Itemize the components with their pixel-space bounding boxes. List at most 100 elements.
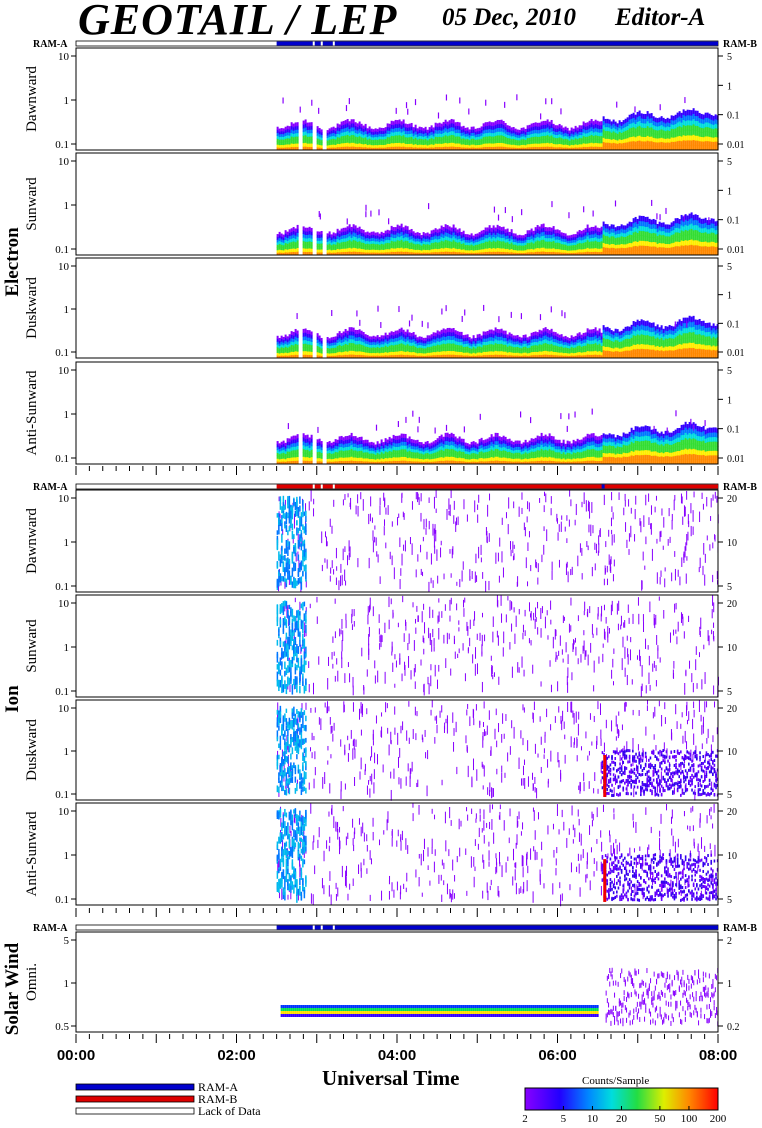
- spectrogram-cell: [384, 236, 387, 241]
- spectrogram-cell: [572, 347, 575, 351]
- spectrogram-cell: [368, 336, 371, 340]
- spectrogram-cell: [528, 131, 531, 135]
- spectrogram-cell: [644, 321, 647, 327]
- spectrogram-cell: [418, 129, 421, 134]
- spectrogram-cell: [656, 126, 659, 131]
- spectrogram-cell: [464, 241, 467, 246]
- spectrogram-cell: [426, 129, 429, 133]
- spectrogram-cell: [502, 344, 505, 349]
- spectrogram-cell: [640, 117, 643, 124]
- spectrogram-cell: [668, 243, 671, 248]
- spectrogram-cell: [556, 333, 559, 338]
- spectrogram-cell: [610, 239, 613, 244]
- spectrogram-cell: [400, 235, 403, 240]
- spectrogram-cell: [412, 246, 415, 250]
- spectrogram-cell: [414, 235, 417, 239]
- spectrogram-cell: [368, 347, 371, 351]
- spectrogram-cell: [506, 140, 509, 145]
- spectrogram-cell: [616, 339, 619, 345]
- spectrogram-cell: [516, 252, 519, 256]
- spectrogram-cell: [352, 342, 355, 348]
- spectrogram-cell: [352, 350, 355, 355]
- spectrogram-cell: [594, 131, 597, 136]
- spectrogram-cell: [564, 132, 567, 136]
- spectrogram-cell: [326, 132, 329, 136]
- spectrogram-cell: [304, 332, 307, 337]
- spectrogram-cell: [534, 344, 537, 349]
- spectrogram-cell: [594, 225, 597, 230]
- spectrogram-cell: [706, 237, 709, 243]
- spectrogram-cell: [382, 346, 385, 351]
- spectrogram-cell: [654, 141, 657, 147]
- spectrogram-cell: [646, 145, 649, 151]
- spectrogram-cell: [638, 330, 641, 336]
- spectrogram-cell: [424, 147, 427, 151]
- spectrogram-cell: [614, 237, 617, 242]
- spectrogram-cell: [550, 251, 553, 256]
- spectrogram-cell: [310, 122, 313, 127]
- spectrogram-cell: [548, 244, 551, 249]
- spectrogram-cell: [636, 135, 639, 141]
- spectrogram-cell: [540, 333, 543, 338]
- spectrogram-cell: [366, 128, 369, 132]
- spectrogram-cell: [568, 145, 571, 149]
- spectrogram-cell: [474, 342, 477, 346]
- spectrogram-cell: [524, 352, 527, 356]
- spectrogram-cell: [608, 233, 611, 238]
- spectrogram-cell: [430, 140, 433, 145]
- spectrogram-cell: [664, 251, 667, 256]
- spectrogram-cell: [430, 143, 433, 148]
- spectrogram-cell: [408, 248, 411, 253]
- spectrogram-cell: [558, 248, 561, 253]
- spectrogram-cell: [514, 139, 517, 143]
- spectrogram-cell: [438, 139, 441, 144]
- spectrogram-cell: [586, 328, 589, 333]
- spectrogram-cell: [642, 220, 645, 227]
- spectrogram-cell: [356, 241, 359, 246]
- spectrogram-cell: [570, 130, 573, 134]
- spectrogram-cell: [382, 133, 385, 137]
- spectrogram-cell: [702, 241, 705, 247]
- spectrogram-cell: [628, 250, 631, 256]
- spectrogram-cell: [374, 349, 377, 354]
- spectrogram-cell: [686, 215, 689, 221]
- spectrogram-cell: [606, 122, 609, 128]
- spectrogram-cell: [420, 247, 423, 251]
- spectrogram-cell: [590, 146, 593, 151]
- spectrogram-cell: [318, 335, 321, 339]
- spectrogram-cell: [508, 125, 511, 130]
- spectrogram-cell: [400, 223, 403, 229]
- spectrogram-cell: [694, 214, 697, 220]
- spectrogram-cell: [524, 128, 527, 133]
- spectrogram-cell: [318, 246, 321, 250]
- spectrogram-cell: [388, 338, 391, 343]
- spectrogram-cell: [288, 251, 291, 256]
- spectrogram-cell: [344, 328, 347, 334]
- spectrogram-cell: [622, 142, 625, 147]
- spectrogram-cell: [408, 229, 411, 234]
- spectrogram-cell: [320, 134, 323, 138]
- spectrogram-cell: [296, 347, 299, 352]
- spectrogram-cell: [480, 338, 483, 342]
- spectrogram-cell: [522, 349, 525, 353]
- spectrogram-cell: [580, 239, 583, 244]
- spectrogram-cell: [468, 142, 471, 146]
- spectrogram-cell: [444, 336, 447, 341]
- spectrogram-cell: [416, 355, 419, 359]
- spectrogram-cell: [428, 127, 431, 131]
- spectrogram-cell: [566, 141, 569, 145]
- spectrogram-cell: [426, 249, 429, 253]
- spectrogram-cell: [456, 334, 459, 339]
- spectrogram-cell: [522, 242, 525, 246]
- spectrogram-cell: [292, 331, 295, 336]
- spectrogram-cell: [672, 246, 675, 252]
- spectrogram-cell: [706, 224, 709, 230]
- spectrogram-cell: [384, 339, 387, 343]
- spectrogram-cell: [658, 242, 661, 248]
- spectrogram-cell: [642, 320, 645, 326]
- spectrogram-cell: [550, 241, 553, 246]
- spectrogram-cell: [340, 238, 343, 243]
- spectrogram-cell: [616, 336, 619, 341]
- spectrogram-cell: [556, 232, 559, 237]
- spectrogram-cell: [578, 128, 581, 132]
